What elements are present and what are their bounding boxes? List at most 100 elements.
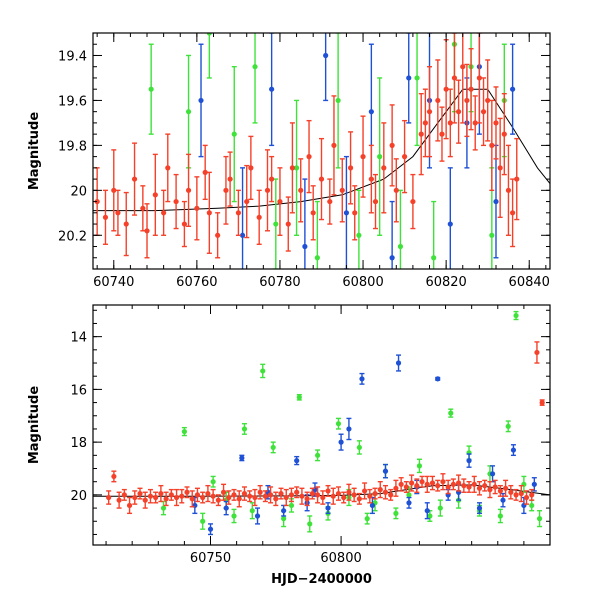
red-data-point: [360, 115, 366, 198]
blue-data-point: [395, 354, 402, 372]
marker: [181, 221, 187, 227]
marker: [144, 228, 150, 234]
red-data-point: [327, 178, 333, 225]
marker: [505, 187, 512, 193]
marker: [372, 198, 379, 205]
marker: [314, 492, 321, 498]
marker: [418, 131, 424, 137]
marker: [256, 214, 262, 220]
marker: [158, 490, 164, 497]
red-data-point: [482, 479, 488, 492]
marker: [505, 423, 511, 429]
marker: [115, 210, 121, 216]
red-data-point: [460, 33, 466, 124]
blue-data-point: [476, 502, 483, 515]
bottom-panel-full-light-curve: 60750 60800 14 16 18 20 Magnitude HJD−2400000: [27, 304, 551, 587]
marker: [223, 187, 229, 193]
red-data-point: [388, 488, 394, 501]
marker: [510, 86, 516, 92]
red-data-point: [435, 59, 441, 142]
red-data-point: [123, 191, 129, 257]
marker: [372, 490, 378, 497]
marker: [397, 243, 404, 250]
marker: [299, 493, 305, 499]
marker: [179, 493, 185, 499]
red-data-point: [147, 488, 154, 504]
marker: [435, 376, 441, 382]
blue-data-point: [302, 178, 308, 269]
marker: [200, 518, 206, 524]
red-data-point: [445, 479, 451, 495]
marker: [293, 165, 300, 171]
blue-data-point: [406, 33, 412, 124]
marker: [529, 502, 535, 509]
red-data-point: [173, 173, 179, 230]
red-data-point: [294, 486, 300, 499]
marker: [464, 97, 470, 104]
x-tick-label: 60820: [425, 275, 466, 290]
green-data-point: [148, 43, 154, 135]
blue-data-point: [510, 43, 516, 135]
blue-data-point: [510, 444, 517, 457]
marker: [461, 483, 467, 489]
y-tick-label: 20: [70, 184, 87, 199]
green-data-point: [364, 512, 370, 525]
red-data-point: [269, 155, 275, 203]
marker: [427, 513, 433, 519]
marker: [102, 214, 109, 220]
red-data-point: [468, 48, 474, 131]
marker: [536, 516, 543, 522]
marker: [489, 142, 495, 148]
blue-data-point: [239, 454, 245, 462]
marker: [163, 496, 169, 502]
marker: [414, 75, 420, 81]
marker: [330, 493, 336, 499]
marker: [529, 492, 535, 498]
green-data-point: [505, 420, 511, 433]
marker: [220, 489, 227, 495]
marker: [248, 165, 254, 171]
marker: [450, 481, 456, 487]
red-data-point: [226, 490, 232, 505]
red-data-point: [461, 478, 467, 493]
red-data-point: [264, 149, 271, 232]
marker: [273, 496, 279, 502]
marker: [393, 187, 399, 193]
red-data-point: [267, 486, 274, 504]
green-data-point: [160, 500, 167, 516]
green-data-point: [335, 33, 341, 169]
blue-data-point: [198, 43, 204, 158]
marker: [210, 479, 216, 485]
marker: [497, 165, 503, 171]
red-data-point: [534, 341, 540, 364]
marker: [429, 480, 436, 486]
marker: [339, 187, 345, 193]
red-data-point: [185, 153, 192, 227]
red-data-point: [352, 185, 358, 241]
red-data-point: [439, 106, 445, 162]
green-data-point: [397, 189, 404, 269]
red-data-point: [424, 475, 430, 493]
red-data-point: [485, 59, 491, 142]
marker: [501, 131, 507, 137]
marker: [403, 484, 409, 490]
marker: [226, 494, 232, 501]
red-data-point: [401, 119, 408, 194]
marker: [393, 485, 399, 491]
marker: [126, 502, 133, 509]
red-data-point: [236, 490, 242, 508]
marker: [451, 75, 458, 81]
green-data-point: [414, 33, 420, 147]
axes-frame: [92, 32, 551, 270]
marker: [448, 410, 454, 416]
red-data-point: [351, 487, 357, 503]
marker: [389, 255, 395, 261]
marker: [254, 513, 261, 519]
red-data-point: [189, 490, 195, 508]
marker: [503, 485, 509, 491]
marker: [314, 255, 320, 261]
y-tick-label: 20: [70, 489, 87, 504]
marker: [426, 109, 433, 115]
blue-data-point: [424, 502, 430, 520]
